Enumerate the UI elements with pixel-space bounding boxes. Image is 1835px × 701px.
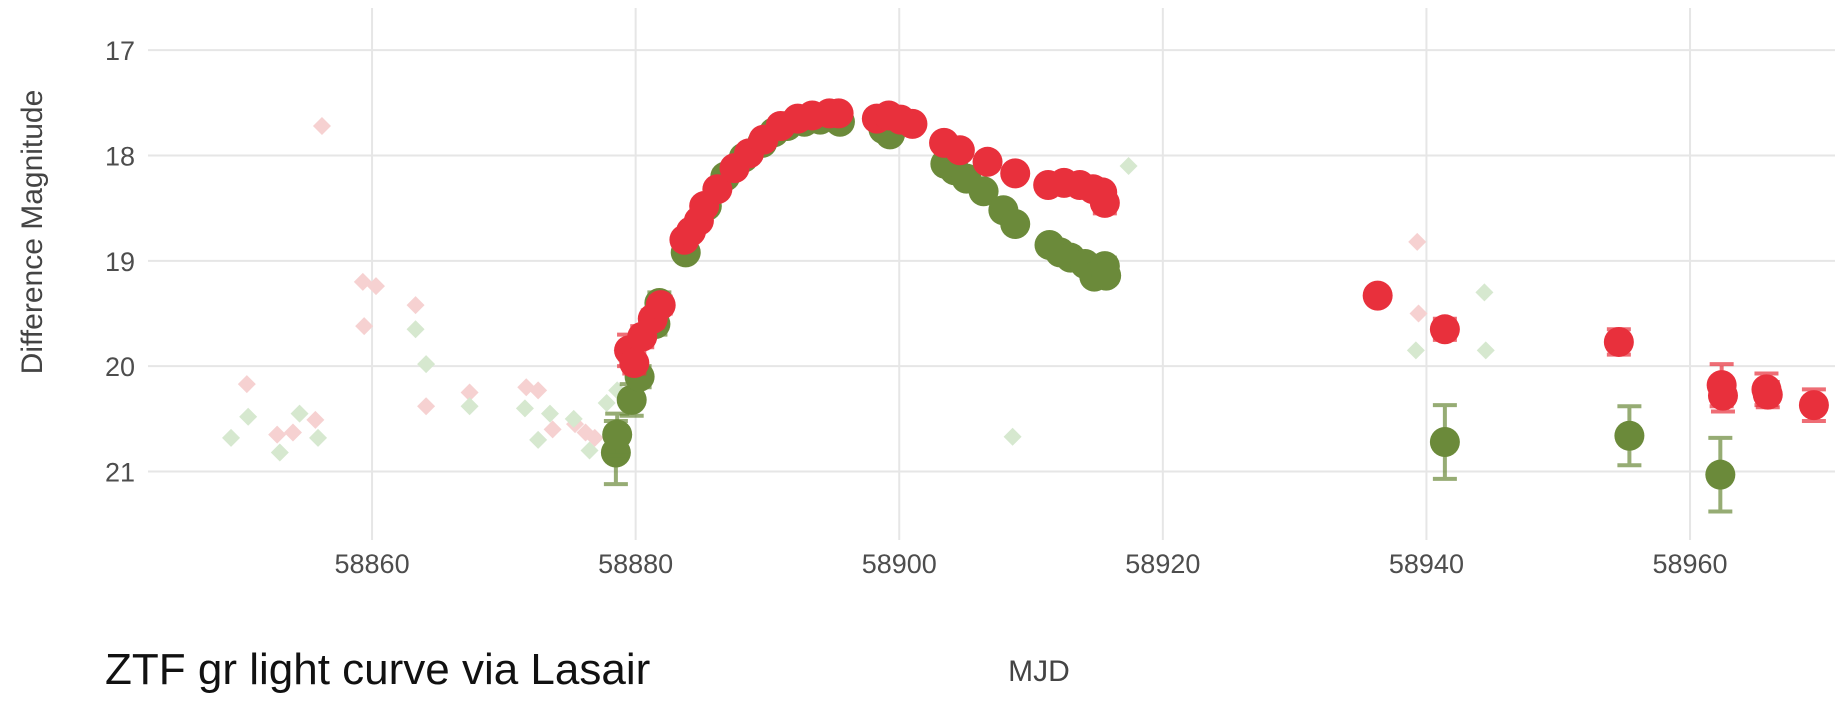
- g-band-upper-limit: [580, 441, 599, 460]
- r-band-upper-limit: [543, 420, 562, 439]
- r-band-upper-limit: [268, 425, 287, 444]
- x-tick-label: 58860: [335, 549, 410, 579]
- g-band-upper-limit: [406, 320, 425, 339]
- g-band-upper-limit: [290, 404, 309, 423]
- r-band-upper-limit: [1408, 232, 1427, 251]
- r-band-upper-limit: [312, 116, 331, 135]
- r-band-detection-point: [702, 174, 733, 205]
- r-band-detection-point: [897, 108, 928, 139]
- r-band-detection-point: [1362, 280, 1393, 311]
- r-band-upper-limit: [306, 410, 325, 429]
- g-band-upper-limit: [1119, 157, 1138, 176]
- g-band-detection-point: [1705, 459, 1736, 490]
- r-band-detection-point: [645, 290, 676, 321]
- y-tick-label: 18: [105, 141, 135, 171]
- g-band-upper-limit: [529, 430, 548, 449]
- x-tick-label: 58880: [598, 549, 673, 579]
- x-tick-label: 58940: [1389, 549, 1464, 579]
- g-band-upper-limit: [222, 428, 241, 447]
- g-band-upper-limit: [1003, 427, 1022, 446]
- gridlines: [148, 8, 1835, 540]
- r-band-detection-point: [823, 98, 854, 129]
- g-band-upper-limit: [1475, 283, 1494, 302]
- g-band-detection-point: [1614, 420, 1645, 451]
- g-band-upper-limit: [239, 407, 258, 426]
- r-band-upper-limit: [283, 423, 302, 442]
- detection-markers: [600, 98, 1829, 514]
- r-band-detection-point: [1752, 379, 1783, 410]
- chart-caption: ZTF gr light curve via Lasair: [105, 645, 650, 694]
- r-band-detection-point: [619, 348, 650, 379]
- y-tick-label: 20: [105, 352, 135, 382]
- r-band-upper-limit: [1409, 304, 1428, 323]
- g-band-upper-limit: [1476, 341, 1495, 360]
- g-band-upper-limit: [460, 397, 479, 416]
- r-band-upper-limit: [355, 317, 374, 336]
- r-band-upper-limit: [406, 296, 425, 315]
- y-tick-label: 21: [105, 458, 135, 488]
- r-band-detection-point: [1707, 380, 1738, 411]
- g-band-detection-point: [1429, 427, 1460, 458]
- g-band-detection-point: [602, 419, 633, 450]
- g-band-upper-limit: [309, 428, 328, 447]
- x-axis-title: MJD: [1008, 655, 1070, 688]
- r-band-upper-limit: [417, 397, 436, 416]
- g-band-upper-limit: [1406, 341, 1425, 360]
- g-band-detection-point: [616, 384, 647, 415]
- g-band-detection-point: [968, 176, 999, 207]
- r-band-detection-point: [1000, 158, 1031, 189]
- g-band-upper-limit: [515, 399, 534, 418]
- g-band-upper-limit: [540, 404, 559, 423]
- x-tick-label: 58900: [862, 549, 937, 579]
- upper-limit-markers: [222, 116, 1634, 462]
- r-band-detection-point: [1429, 314, 1460, 345]
- y-tick-label: 19: [105, 247, 135, 277]
- g-band-upper-limit: [270, 443, 289, 462]
- g-band-upper-limit: [564, 409, 583, 428]
- g-band-upper-limit: [417, 355, 436, 374]
- r-band-upper-limit: [367, 277, 386, 296]
- g-band-detection-point: [1000, 208, 1031, 239]
- tick-labels: 58860 58880 58900 58920 58940 58960 17 18 19 20 21: [105, 36, 1728, 579]
- x-tick-label: 58960: [1652, 549, 1727, 579]
- r-band-detection-point: [1798, 390, 1829, 421]
- r-band-upper-limit: [237, 375, 256, 394]
- r-band-detection-point: [972, 146, 1003, 177]
- r-band-upper-limit: [460, 383, 479, 402]
- x-tick-label: 58920: [1125, 549, 1200, 579]
- r-band-detection-point: [1603, 326, 1634, 357]
- y-tick-label: 17: [105, 36, 135, 66]
- r-band-detection-point: [1089, 187, 1120, 218]
- g-band-upper-limit: [597, 394, 616, 413]
- y-axis-title: Difference Magnitude: [16, 90, 49, 375]
- g-band-detection-point: [1091, 260, 1122, 291]
- r-band-upper-limit: [529, 381, 548, 400]
- r-band-detection-point: [944, 135, 975, 166]
